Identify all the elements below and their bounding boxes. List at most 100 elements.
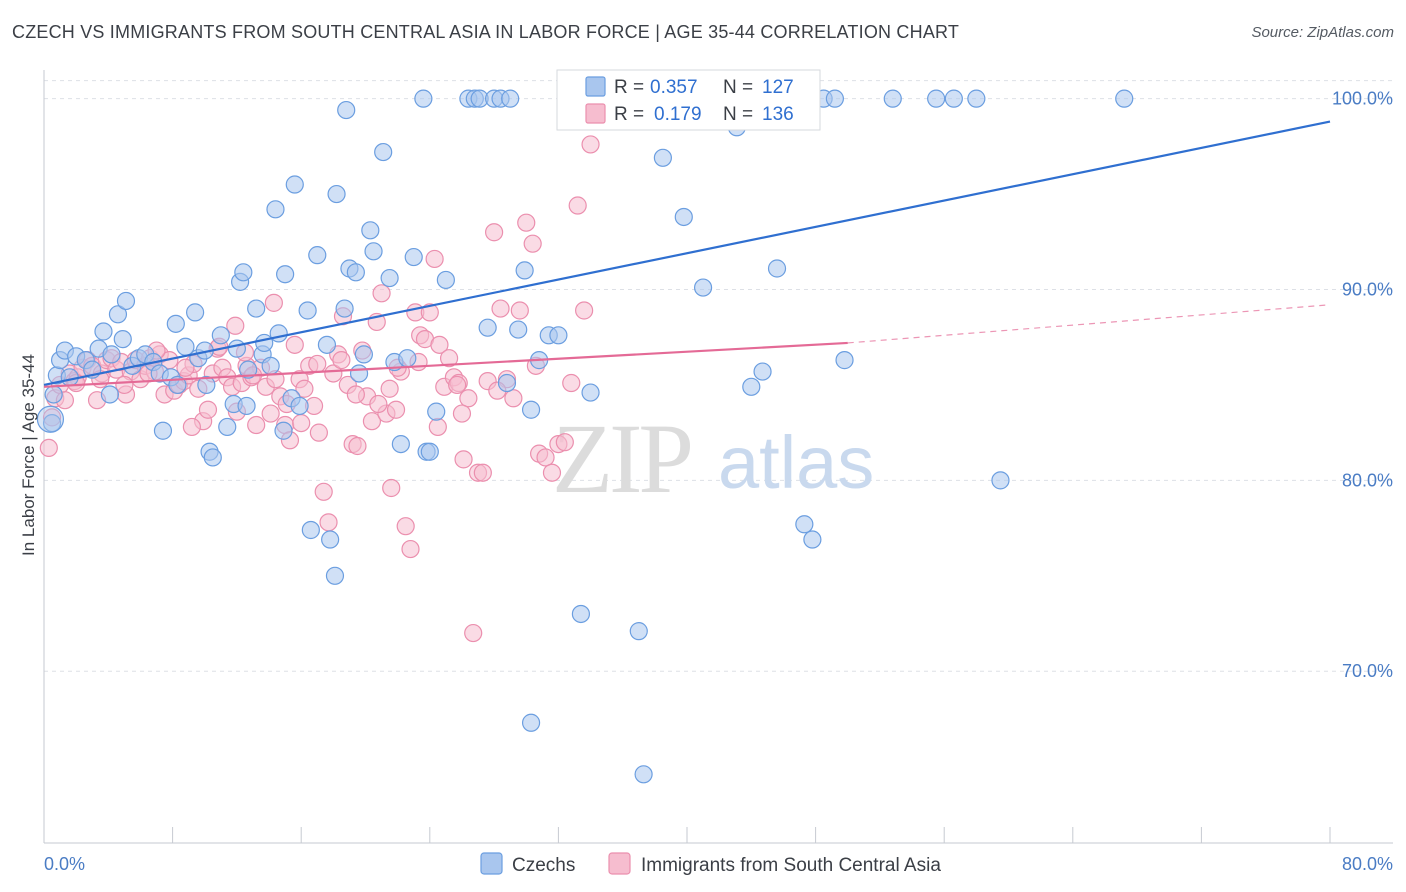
czechs-point-50 — [290, 396, 309, 416]
immigrants-point-81 — [425, 249, 444, 269]
immigrants-point-70 — [372, 284, 391, 303]
czechs-point-80 — [478, 318, 497, 337]
czechs-point-117 — [927, 89, 946, 108]
legend-n-value-czechs: 127 — [762, 77, 794, 98]
czechs-point-21 — [153, 421, 173, 440]
czechs-point-69 — [391, 434, 410, 454]
immigrants-point-107 — [575, 301, 594, 320]
czechs-point-65 — [364, 242, 383, 261]
immigrants-point-82 — [430, 335, 449, 354]
x-tick-label-min: 0.0% — [44, 854, 85, 874]
czechs-point-53 — [308, 246, 327, 265]
czechs-point-90 — [549, 326, 568, 345]
czechs-point-51 — [298, 301, 317, 320]
immigrants-point-97 — [510, 301, 529, 320]
czechs-point-14 — [113, 330, 132, 349]
immigrants-point-52 — [285, 335, 304, 354]
czechs-point-35 — [227, 339, 246, 358]
czechs-point-86 — [515, 261, 534, 280]
czechs-point-67 — [380, 268, 399, 288]
czechs-point-87 — [521, 400, 541, 419]
czechs-point-98 — [629, 622, 648, 641]
czechs-point-38 — [237, 396, 256, 416]
czechs-point-39 — [239, 360, 258, 379]
immigrants-point-88 — [459, 389, 478, 408]
watermark-zip: ZIP — [552, 403, 690, 514]
czechs-point-110 — [767, 259, 787, 278]
czechs-point-61 — [346, 263, 365, 282]
czechs-point-11 — [100, 385, 120, 404]
czechs-point-23 — [166, 314, 185, 333]
immigrants-point-98 — [517, 213, 536, 232]
immigrants-point-122 — [452, 404, 472, 423]
czechs-point-116 — [883, 89, 902, 108]
immigrants-point-115 — [226, 316, 245, 335]
czechs-point-107 — [742, 377, 761, 396]
czechs-point-114 — [825, 89, 844, 108]
immigrants-point-65 — [348, 436, 367, 456]
immigrants-point-54 — [295, 379, 314, 398]
czechs-point-109 — [753, 362, 772, 381]
czechs-point-112 — [803, 530, 822, 549]
czechs-point-43 — [261, 356, 280, 375]
czechs-point-40 — [247, 299, 266, 318]
y-tick-label-3: 100.0% — [1332, 89, 1393, 109]
y-tick-label-0: 70.0% — [1342, 661, 1393, 681]
legend-r-value-czechs: 0.357 — [650, 77, 698, 98]
czechs-point-31 — [203, 448, 222, 467]
czechs-trend-line — [43, 120, 1331, 387]
czechs-point-121 — [1115, 89, 1134, 108]
immigrants-trend-line — [43, 341, 848, 388]
czechs-point-119 — [967, 89, 986, 108]
immigrants-point-73 — [386, 400, 406, 419]
czechs-point-71 — [404, 247, 423, 267]
czechs-point-120 — [991, 471, 1010, 490]
immigrants-point-99 — [523, 234, 542, 253]
czechs-point-37 — [234, 263, 253, 282]
immigrants-point-94 — [491, 299, 510, 318]
czechs-point-83 — [497, 373, 517, 393]
legend: R = 0.357 N = 127 R = 0.179 N = 136 — [556, 69, 821, 131]
legend-swatch-czechs — [585, 76, 606, 97]
immigrants-point-105 — [562, 373, 581, 393]
czechs-point-32 — [211, 326, 230, 345]
immigrants-point-96 — [504, 389, 523, 408]
chart-title: CZECH VS IMMIGRANTS FROM SOUTH CENTRAL A… — [12, 22, 960, 42]
czechs-point-56 — [325, 566, 345, 585]
immigrants-point-121 — [428, 417, 447, 437]
czechs-point-115 — [835, 351, 854, 370]
immigrants-point-117 — [292, 413, 311, 433]
czechs-point-1 — [44, 385, 63, 404]
czechs-point-59 — [337, 100, 356, 120]
czechs-point-13 — [108, 305, 128, 324]
immigrants-point-137 — [380, 379, 399, 398]
immigrants-point-57 — [309, 423, 328, 442]
immigrants-point-47 — [261, 404, 280, 423]
legend-r-label-immigrants: R = — [614, 104, 644, 125]
immigrants-point-106 — [568, 196, 587, 215]
czechs-point-57 — [327, 184, 346, 204]
bottom-legend: Czechs Immigrants from South Central Asi… — [480, 852, 941, 876]
czechs-point-102 — [674, 207, 693, 227]
czechs-point-46 — [274, 421, 293, 440]
czechs-point-47 — [276, 265, 295, 284]
trend-lines — [43, 120, 1331, 388]
bottom-legend-label-immigrants: Immigrants from South Central Asia — [641, 855, 941, 876]
immigrants-point-72 — [382, 478, 401, 498]
immigrants-point-59 — [319, 513, 338, 532]
czechs-point-42 — [255, 333, 274, 353]
czechs-point-76 — [436, 270, 455, 290]
czechs-point-99 — [634, 765, 653, 784]
immigrants-point-58 — [314, 482, 333, 501]
immigrants-point-44 — [247, 415, 266, 435]
czechs-point-cluster — [36, 405, 65, 433]
czechs-point-75 — [427, 402, 446, 421]
immigrants-point-119 — [369, 394, 388, 414]
immigrants-point-101 — [536, 448, 555, 467]
bottom-legend-label-czechs: Czechs — [512, 855, 575, 876]
czechs-point-63 — [354, 345, 373, 364]
czechs-point-93 — [581, 383, 600, 402]
czechs-point-10 — [94, 322, 113, 341]
czechs-point-26 — [186, 303, 205, 322]
